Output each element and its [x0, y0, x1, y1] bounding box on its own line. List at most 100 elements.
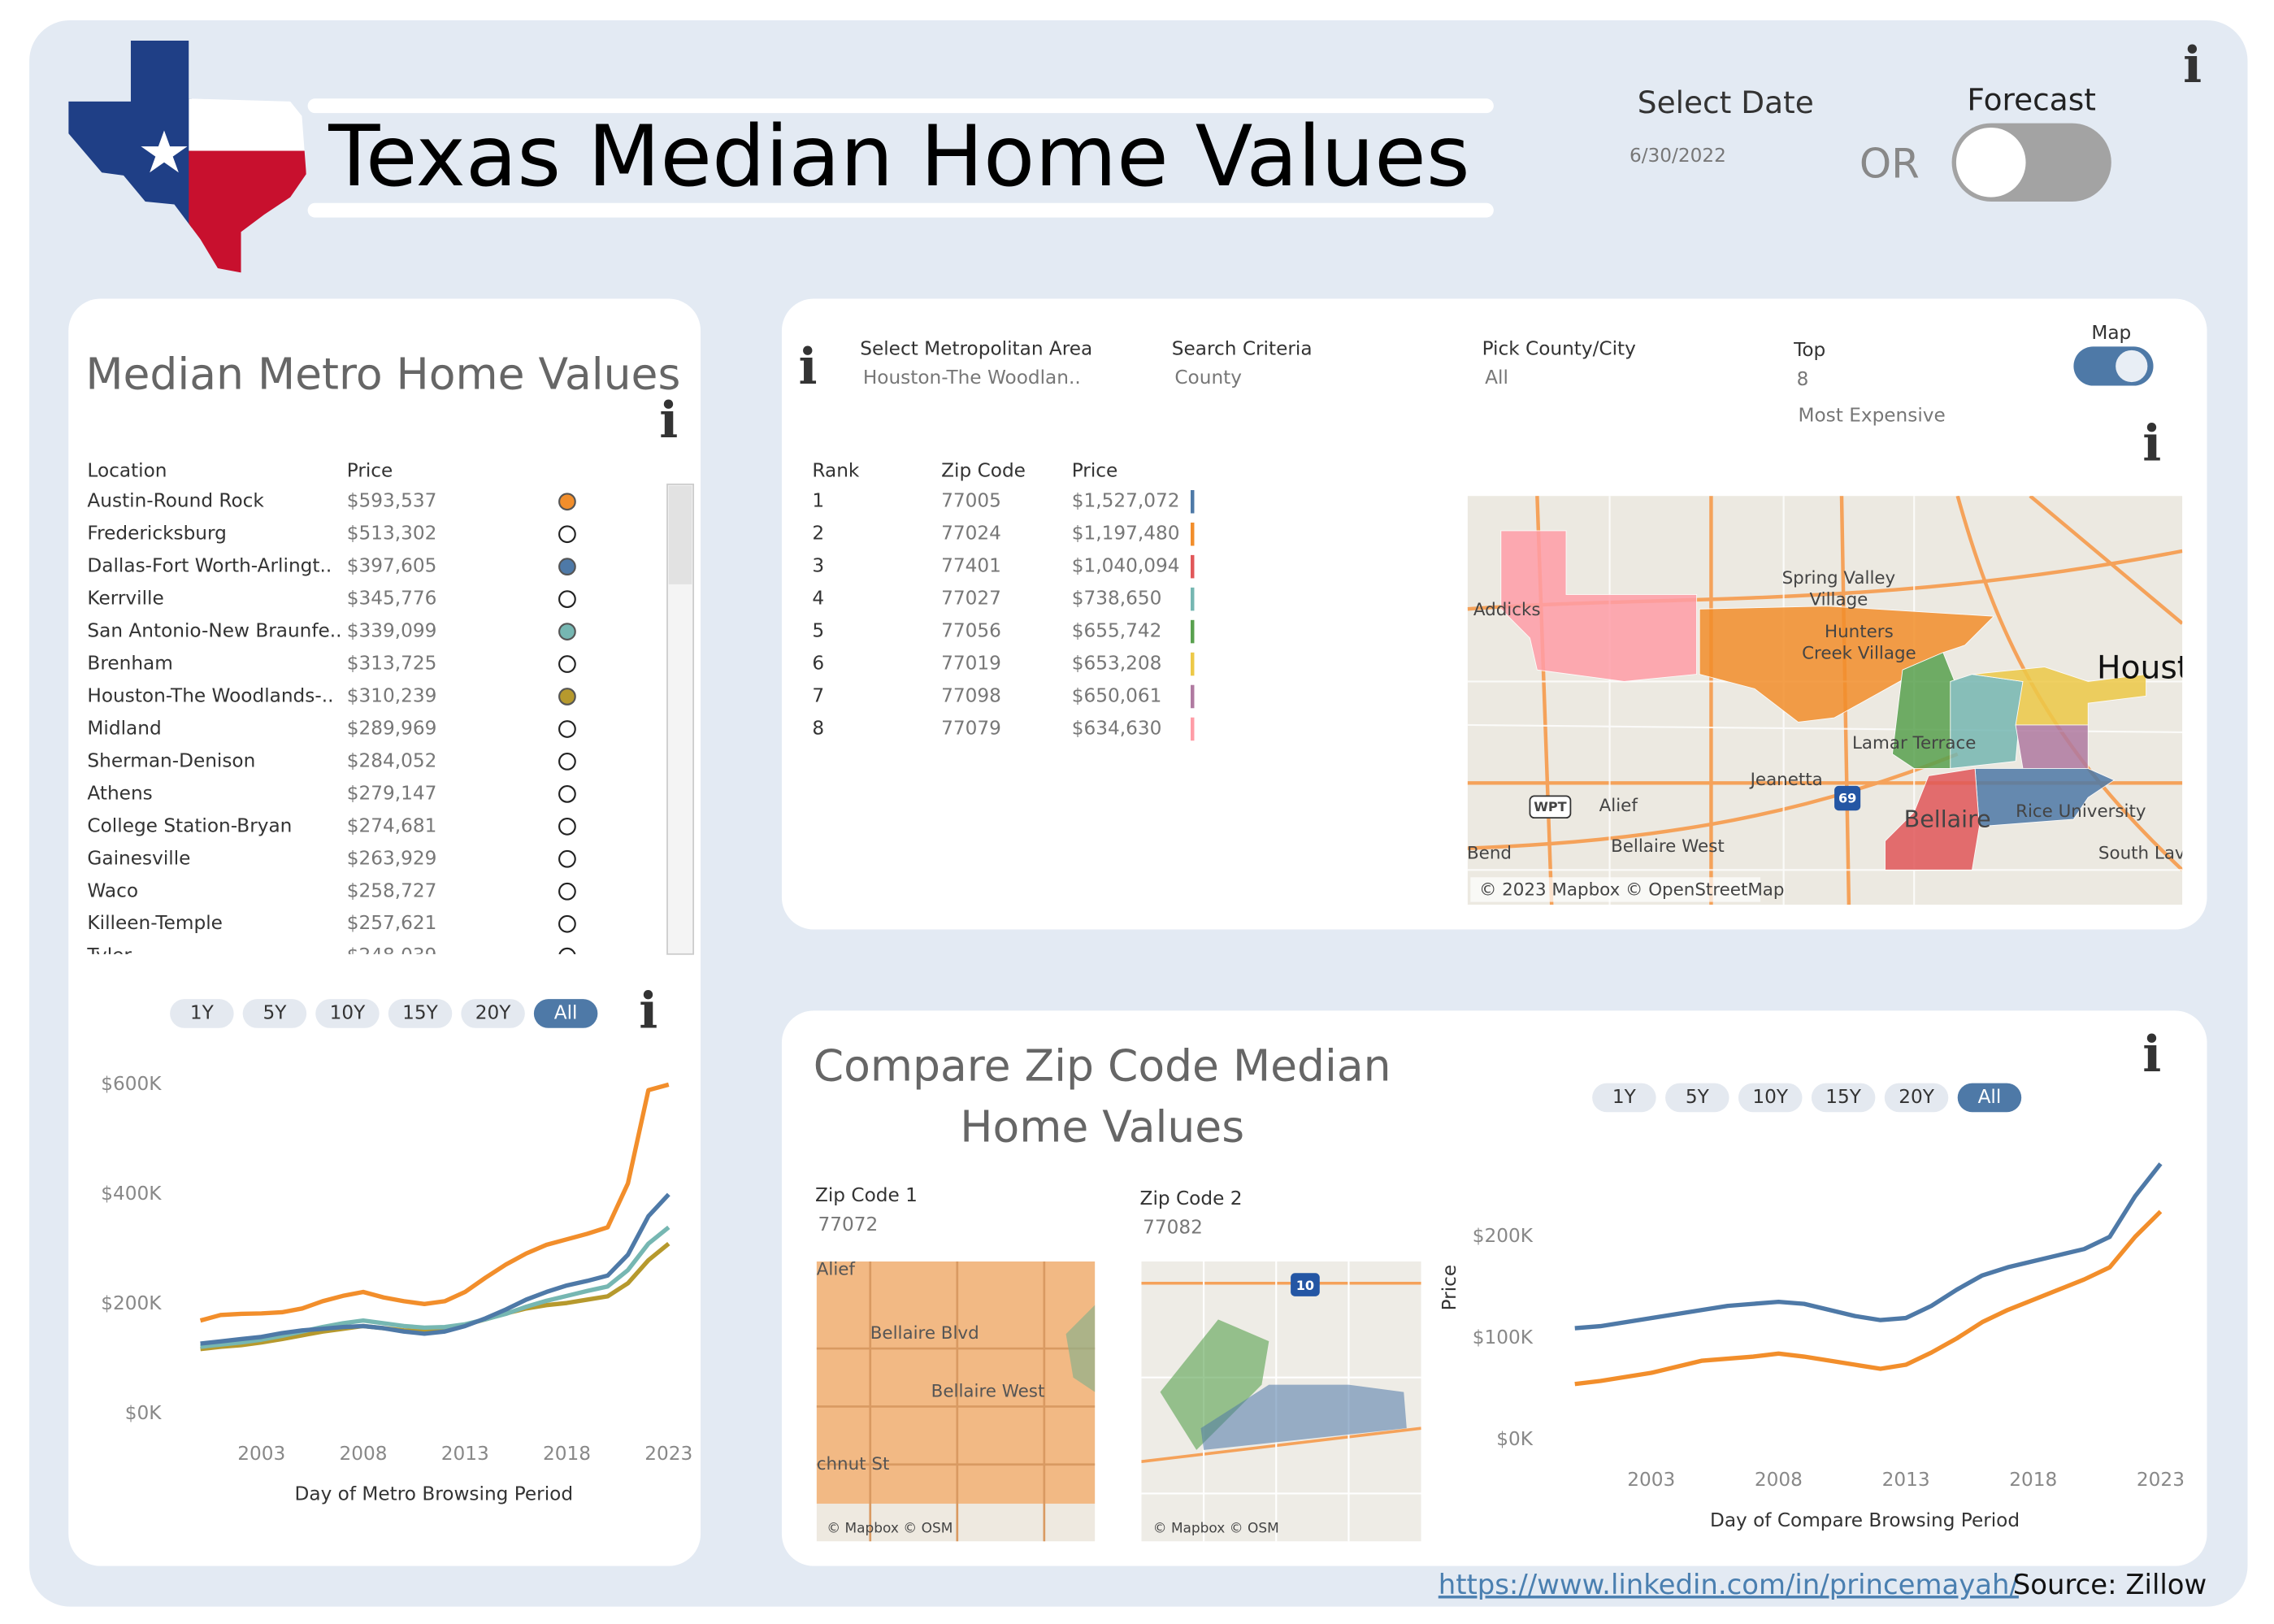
- x-tick-label: 2023: [644, 1443, 692, 1465]
- info-icon[interactable]: i: [799, 338, 818, 396]
- range-button-label[interactable]: 20Y: [1899, 1086, 1935, 1108]
- location[interactable]: Tyler: [86, 944, 132, 966]
- location[interactable]: Kerrville: [87, 588, 163, 610]
- range-button[interactable]: [388, 999, 453, 1028]
- range-button-label[interactable]: 1Y: [190, 1001, 215, 1023]
- info-icon[interactable]: i: [639, 982, 657, 1040]
- attribution: © Mapbox © OSM: [827, 1519, 953, 1535]
- filter-value[interactable]: Houston-The Woodlan..: [863, 367, 1081, 389]
- select-dot[interactable]: [558, 882, 576, 901]
- range-button[interactable]: [1592, 1083, 1656, 1113]
- select-dot[interactable]: [558, 525, 576, 544]
- location[interactable]: Brenham: [87, 653, 172, 675]
- range-button-label[interactable]: 1Y: [1612, 1086, 1637, 1108]
- info-icon[interactable]: i: [2183, 37, 2202, 94]
- select-dot[interactable]: [558, 655, 576, 673]
- range-button-label[interactable]: 10Y: [330, 1001, 367, 1023]
- range-button-label[interactable]: 20Y: [475, 1001, 512, 1023]
- location[interactable]: Houston-The Woodlands-..: [87, 684, 333, 706]
- range-button[interactable]: [1884, 1083, 1949, 1113]
- select-dot[interactable]: [558, 817, 576, 836]
- column-header: Location: [87, 459, 167, 481]
- price: $284,052: [347, 749, 437, 771]
- x-axis-label: Day of Metro Browsing Period: [295, 1483, 574, 1505]
- range-button[interactable]: [242, 999, 307, 1028]
- info-icon[interactable]: i: [2142, 1026, 2161, 1083]
- zip: 77401: [941, 555, 1001, 577]
- range-button[interactable]: [315, 999, 380, 1028]
- select-dot[interactable]: [558, 947, 576, 965]
- filter-label: Pick County/City: [1482, 337, 1637, 359]
- range-button[interactable]: [1957, 1083, 2022, 1113]
- select-date[interactable]: 6/30/2022: [1630, 145, 1726, 167]
- range-button[interactable]: [1665, 1083, 1729, 1113]
- rank: 4: [812, 588, 824, 610]
- map-label: Houst: [2097, 650, 2189, 687]
- y-tick-label: $100K: [1473, 1327, 1534, 1348]
- zip-value[interactable]: 77082: [1143, 1216, 1203, 1238]
- select-dot[interactable]: [558, 623, 576, 640]
- location[interactable]: Athens: [87, 782, 152, 804]
- range-button-label[interactable]: 5Y: [1686, 1086, 1710, 1108]
- location[interactable]: Fredericksburg: [87, 523, 226, 545]
- location[interactable]: Killeen-Temple: [87, 912, 223, 934]
- select-dot[interactable]: [558, 688, 576, 706]
- location[interactable]: Sherman-Denison: [87, 749, 255, 771]
- info-icon[interactable]: i: [659, 392, 678, 449]
- select-dot[interactable]: [558, 849, 576, 868]
- zip1-map[interactable]: Alief Bellaire Blvd Bellaire West chnut St ©…: [816, 1260, 1096, 1542]
- price: $310,239: [347, 684, 437, 706]
- filter-value[interactable]: All: [1485, 367, 1508, 389]
- select-dot[interactable]: [558, 720, 576, 738]
- select-dot[interactable]: [558, 784, 576, 803]
- range-button-label[interactable]: All: [554, 1001, 578, 1023]
- map-label: Bellaire West: [1611, 836, 1725, 857]
- range-button[interactable]: [1811, 1083, 1876, 1113]
- location[interactable]: San Antonio-New Braunfe..: [87, 620, 341, 642]
- select-dot[interactable]: [558, 753, 576, 771]
- range-button-label[interactable]: 15Y: [402, 1001, 439, 1023]
- filter-value[interactable]: County: [1174, 367, 1242, 389]
- range-button[interactable]: [1738, 1083, 1803, 1113]
- info-icon[interactable]: i: [2142, 415, 2161, 473]
- x-tick-label: 2018: [543, 1443, 591, 1465]
- filter-value[interactable]: Most Expensive: [1798, 404, 1945, 426]
- footer-link[interactable]: https://www.linkedin.com/in/princemayah/: [1439, 1569, 2020, 1600]
- range-button-label[interactable]: All: [1978, 1086, 2002, 1108]
- y-tick-label: $0K: [1496, 1428, 1534, 1450]
- location[interactable]: Dallas-Fort Worth-Arlingt..: [87, 555, 332, 577]
- filter-label: Select Metropolitan Area: [860, 337, 1092, 359]
- location[interactable]: Gainesville: [87, 847, 190, 869]
- price: $248,039: [347, 944, 437, 966]
- range-button[interactable]: [170, 999, 234, 1028]
- location[interactable]: Austin-Round Rock: [87, 490, 264, 512]
- location[interactable]: College Station-Bryan: [87, 814, 292, 836]
- compare-title: Home Values: [960, 1101, 1244, 1152]
- zip: 77005: [941, 490, 1001, 512]
- location[interactable]: Midland: [87, 717, 161, 739]
- color-bar: [1191, 619, 1195, 644]
- select-dot[interactable]: [558, 493, 576, 511]
- location[interactable]: Waco: [87, 879, 138, 901]
- column-header: Price: [1072, 459, 1118, 481]
- range-button[interactable]: [533, 999, 598, 1028]
- select-dot[interactable]: [558, 590, 576, 609]
- range-button-label[interactable]: 15Y: [1825, 1086, 1862, 1108]
- price: $513,302: [347, 523, 437, 545]
- zip-value[interactable]: 77072: [818, 1214, 879, 1235]
- zip2-map[interactable]: 10 © Mapbox © OSM: [1141, 1261, 1421, 1542]
- scroll-thumb[interactable]: [668, 485, 692, 584]
- range-button-label[interactable]: 5Y: [263, 1001, 287, 1023]
- range-button-label[interactable]: 10Y: [1752, 1086, 1789, 1108]
- select-dot[interactable]: [558, 558, 576, 576]
- select-dot[interactable]: [558, 914, 576, 933]
- rank: 7: [812, 684, 824, 706]
- footer-source: Source: Zillow: [2013, 1569, 2207, 1600]
- rank: 6: [812, 653, 824, 675]
- title: Texas Median Home Values: [328, 108, 1469, 206]
- color-bar: [1191, 522, 1195, 546]
- filter-value[interactable]: 8: [1797, 368, 1809, 390]
- range-button[interactable]: [461, 999, 525, 1028]
